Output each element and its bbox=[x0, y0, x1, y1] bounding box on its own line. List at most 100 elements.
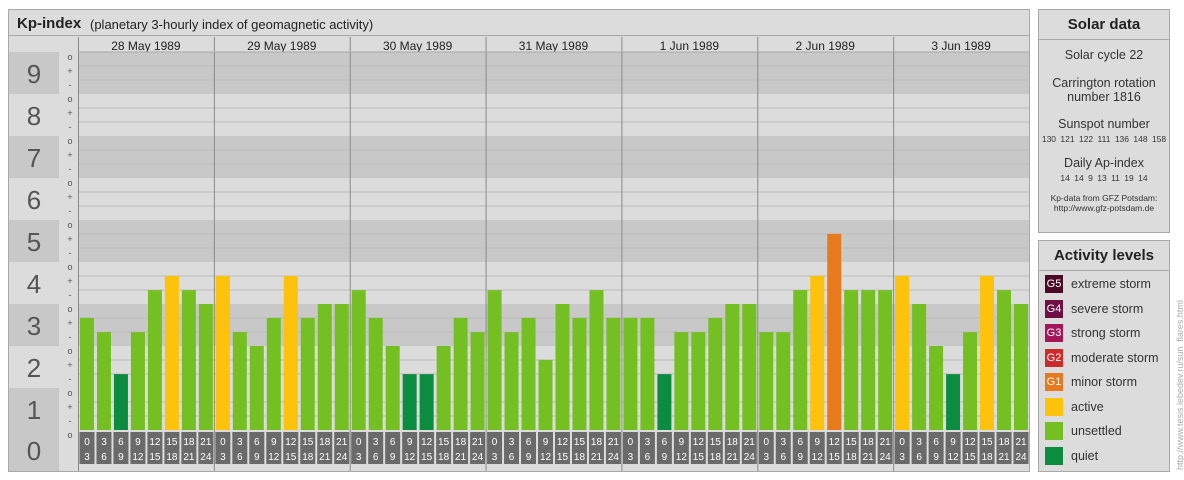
kp-bar bbox=[266, 317, 281, 430]
activity-level-swatch: G4 bbox=[1045, 299, 1063, 318]
kp-bar bbox=[232, 332, 247, 430]
sunspot-value-4: 111 bbox=[1097, 134, 1111, 144]
hour-end-label: 24 bbox=[200, 452, 212, 463]
hour-cell bbox=[487, 432, 503, 464]
hour-cell bbox=[894, 432, 910, 464]
hour-end-label: 6 bbox=[509, 452, 515, 463]
hour-cell bbox=[266, 432, 282, 464]
kp-axis-label-7: 7 bbox=[27, 143, 41, 173]
hour-start-label: 15 bbox=[574, 437, 586, 448]
hour-end-label: 6 bbox=[645, 452, 651, 463]
hour-end-label: 18 bbox=[846, 452, 858, 463]
kp-bar bbox=[878, 290, 893, 430]
hour-end-label: 15 bbox=[149, 452, 161, 463]
hour-cell bbox=[249, 432, 265, 464]
ap-value-4: 13 bbox=[1097, 173, 1107, 183]
kp-bar-chart: 9876543210o+-o+-o+-o+-o+-o+-o+-o+-o+-o28… bbox=[9, 37, 1029, 471]
chart-header: Kp-index (planetary 3-hourly index of ge… bbox=[9, 10, 1029, 36]
hour-cell bbox=[368, 432, 384, 464]
hour-start-label: 12 bbox=[829, 437, 841, 448]
activity-level-label: moderate storm bbox=[1071, 350, 1159, 365]
hour-end-label: 3 bbox=[356, 452, 362, 463]
hour-start-label: 15 bbox=[710, 437, 722, 448]
hour-end-label: 3 bbox=[763, 452, 769, 463]
activity-level-label: extreme storm bbox=[1071, 277, 1151, 291]
kp-bar bbox=[130, 332, 145, 430]
kp-minor-label: - bbox=[69, 332, 72, 342]
kp-bar bbox=[402, 374, 417, 430]
hour-end-label: 21 bbox=[591, 452, 603, 463]
ap-value-3: 9 bbox=[1088, 173, 1093, 183]
hour-start-label: 6 bbox=[118, 437, 124, 448]
kp-bar bbox=[283, 275, 298, 430]
credit-text: http://www.tesis.lebedev.ru/sun_flares.h… bbox=[1175, 300, 1184, 470]
kp-band-5 bbox=[78, 220, 1029, 262]
hour-cell bbox=[724, 432, 740, 464]
activity-level-swatch: G1 bbox=[1045, 373, 1063, 391]
day-label-4: 31 May 1989 bbox=[519, 39, 589, 53]
hour-start-label: 6 bbox=[390, 437, 396, 448]
hour-cell bbox=[283, 432, 299, 464]
kp-bar bbox=[249, 346, 264, 430]
hour-cell bbox=[775, 432, 791, 464]
hour-end-label: 15 bbox=[421, 452, 433, 463]
kp-minor-label: o bbox=[67, 220, 72, 230]
hour-start-label: 12 bbox=[149, 437, 161, 448]
hour-cell bbox=[300, 432, 316, 464]
hour-start-label: 18 bbox=[591, 437, 603, 448]
hour-start-label: 6 bbox=[797, 437, 803, 448]
hour-start-label: 9 bbox=[271, 437, 277, 448]
hour-end-label: 3 bbox=[899, 452, 905, 463]
hour-cell bbox=[198, 432, 214, 464]
hour-cell bbox=[130, 432, 146, 464]
hour-cell bbox=[996, 432, 1012, 464]
hour-end-label: 21 bbox=[319, 452, 331, 463]
source-line1: Kp-data from GFZ Potsdam: bbox=[1050, 193, 1158, 203]
activity-levels-panel: Activity levels G5 extreme storm G4 severe … bbox=[1038, 240, 1170, 472]
kp-axis-label-6: 6 bbox=[27, 185, 41, 215]
hour-start-label: 18 bbox=[455, 437, 467, 448]
kp-axis-top-spacer bbox=[9, 37, 59, 52]
kp-minor-label: - bbox=[69, 290, 72, 300]
hour-cell bbox=[538, 432, 553, 464]
hour-cell bbox=[1013, 432, 1029, 464]
hour-start-label: 15 bbox=[981, 437, 993, 448]
hour-end-label: 24 bbox=[744, 452, 756, 463]
hour-cell bbox=[147, 432, 163, 464]
hour-start-label: 3 bbox=[645, 437, 651, 448]
hour-cell bbox=[656, 432, 672, 464]
hour-cell bbox=[504, 432, 520, 464]
kp-minor-label: + bbox=[67, 66, 72, 76]
hour-end-label: 9 bbox=[118, 452, 124, 463]
hour-start-label: 15 bbox=[166, 437, 178, 448]
activity-level-label: quiet bbox=[1071, 448, 1099, 463]
hour-end-label: 9 bbox=[526, 452, 532, 463]
kp-minor-label: + bbox=[67, 234, 72, 244]
activity-level-label: unsettled bbox=[1071, 424, 1122, 438]
kp-bar bbox=[606, 317, 621, 430]
hour-end-label: 18 bbox=[574, 452, 586, 463]
hour-start-label: 9 bbox=[814, 437, 820, 448]
hour-start-label: 21 bbox=[1015, 437, 1027, 448]
hour-start-label: 0 bbox=[220, 437, 226, 448]
kp-minor-label: - bbox=[69, 122, 72, 132]
hour-start-label: 12 bbox=[693, 437, 705, 448]
ap-value-1: 14 bbox=[1060, 173, 1070, 183]
hour-cell bbox=[96, 432, 112, 464]
source-link[interactable]: http://www.gfz-potsdam.de bbox=[1053, 203, 1155, 213]
hour-start-label: 0 bbox=[492, 437, 498, 448]
kp-bar bbox=[946, 374, 961, 430]
hour-cell bbox=[588, 432, 604, 464]
hour-start-label: 21 bbox=[200, 437, 212, 448]
kp-axis-band-2 bbox=[9, 346, 59, 388]
activity-level-swatch: G2 bbox=[1045, 348, 1063, 367]
ap-values: 14 14 9 13 11 19 14 bbox=[1039, 173, 1169, 183]
hour-cell bbox=[911, 432, 927, 464]
hour-end-label: 9 bbox=[254, 452, 260, 463]
hour-cell bbox=[639, 432, 655, 464]
kp-bar bbox=[759, 332, 774, 430]
hour-end-label: 18 bbox=[302, 452, 314, 463]
kp-bar bbox=[963, 332, 978, 430]
kp-axis-label-4: 4 bbox=[27, 269, 41, 299]
kp-bar bbox=[742, 304, 757, 430]
